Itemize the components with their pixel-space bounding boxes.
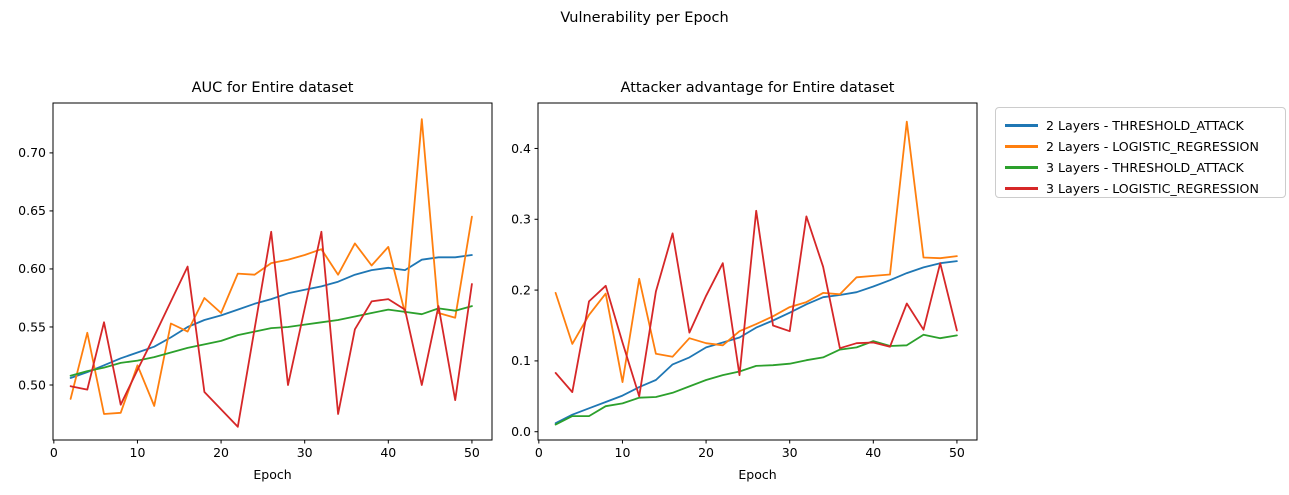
legend-line-swatch-orange <box>1005 145 1038 148</box>
svg-text:0.50: 0.50 <box>18 377 46 392</box>
svg-text:0.3: 0.3 <box>511 212 531 227</box>
svg-text:30: 30 <box>782 445 798 460</box>
svg-text:10: 10 <box>615 445 631 460</box>
svg-text:0.55: 0.55 <box>18 319 46 334</box>
legend-item: 2 Layers - THRESHOLD_ATTACK <box>1005 115 1276 136</box>
svg-text:20: 20 <box>698 445 714 460</box>
right-chart-title: Attacker advantage for Entire dataset <box>620 80 895 96</box>
svg-text:0.65: 0.65 <box>18 203 46 218</box>
left-chart-title: AUC for Entire dataset <box>191 80 354 96</box>
svg-text:0.2: 0.2 <box>511 282 531 297</box>
right-chart-xlabel: Epoch <box>738 467 777 482</box>
legend-item: 3 Layers - LOGISTIC_REGRESSION <box>1005 178 1276 199</box>
svg-text:20: 20 <box>213 445 229 460</box>
svg-text:0.60: 0.60 <box>18 261 46 276</box>
svg-text:50: 50 <box>949 445 965 460</box>
svg-text:0: 0 <box>50 445 58 460</box>
svg-text:40: 40 <box>380 445 396 460</box>
legend-item-label: 2 Layers - LOGISTIC_REGRESSION <box>1046 139 1259 154</box>
svg-text:40: 40 <box>865 445 881 460</box>
legend-item: 2 Layers - LOGISTIC_REGRESSION <box>1005 136 1276 157</box>
svg-text:0.4: 0.4 <box>511 141 531 156</box>
svg-text:0: 0 <box>535 445 543 460</box>
svg-text:0.0: 0.0 <box>511 424 531 439</box>
svg-text:0.1: 0.1 <box>511 353 531 368</box>
legend-item-label: 2 Layers - THRESHOLD_ATTACK <box>1046 118 1244 133</box>
svg-text:10: 10 <box>130 445 146 460</box>
svg-text:50: 50 <box>464 445 480 460</box>
left-chart-xlabel: Epoch <box>253 467 292 482</box>
legend-item-label: 3 Layers - LOGISTIC_REGRESSION <box>1046 181 1259 196</box>
svg-text:0.70: 0.70 <box>18 145 46 160</box>
legend-line-swatch-green <box>1005 166 1038 169</box>
figure-suptitle: Vulnerability per Epoch <box>560 10 729 26</box>
legend-item: 3 Layers - THRESHOLD_ATTACK <box>1005 157 1276 178</box>
svg-text:30: 30 <box>297 445 313 460</box>
legend-line-swatch-red <box>1005 187 1038 190</box>
legend-item-label: 3 Layers - THRESHOLD_ATTACK <box>1046 160 1244 175</box>
legend-box: 2 Layers - THRESHOLD_ATTACK 2 Layers - L… <box>995 107 1286 198</box>
legend-line-swatch-blue <box>1005 124 1038 127</box>
